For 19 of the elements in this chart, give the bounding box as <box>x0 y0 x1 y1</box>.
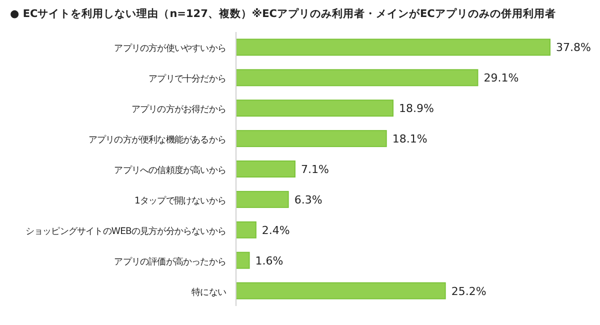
category-label: アプリへの信頼度が高いから <box>114 165 226 176</box>
value-label: 6.3% <box>294 193 322 206</box>
category-label: アプリの方がお得だから <box>131 104 226 116</box>
category-label: アプリの方が使いやすいから <box>114 43 226 54</box>
category-label: ショッピングサイトのWEBの見方が分からないから <box>25 226 226 237</box>
value-label: 1.6% <box>255 254 284 268</box>
value-label: 18.1% <box>392 132 428 146</box>
value-label: 7.1% <box>300 163 329 176</box>
category-label: アプリの方が便利な機能があるから <box>88 134 226 146</box>
category-label: アプリで十分だから <box>148 74 226 85</box>
value-label: 2.4% <box>262 224 290 237</box>
category-label: アプリの評価が高かったから <box>114 256 226 268</box>
value-label: 25.2% <box>451 284 486 298</box>
category-label: 1タップで開けないから <box>134 195 226 206</box>
title: ● ECサイトを利用しない理由（n=127、複数）※ECアプリのみ利用者・メインがECアプリのみの併用利用者 <box>10 8 556 20</box>
category-label: 特にない <box>192 286 226 298</box>
value-label: 29.1% <box>484 72 519 85</box>
value-label: 37.8% <box>556 41 591 54</box>
value-label: 18.9% <box>399 102 434 116</box>
